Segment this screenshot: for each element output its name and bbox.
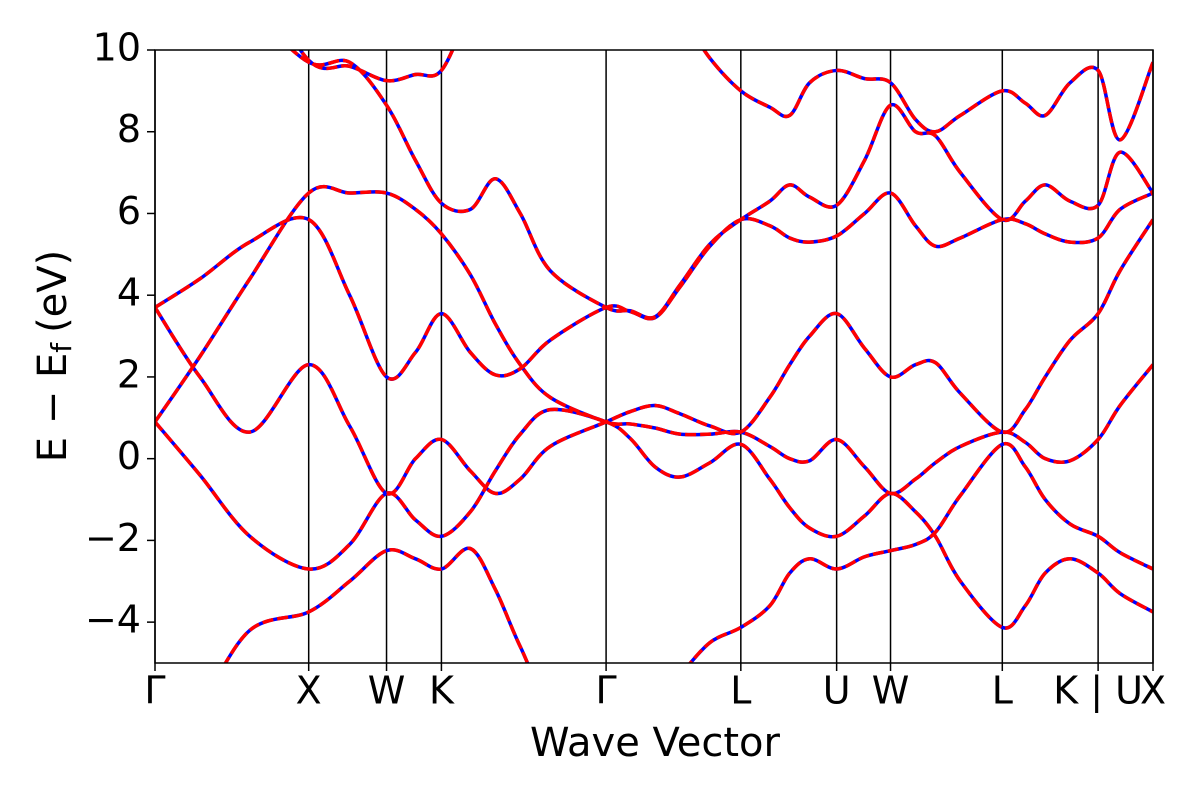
band-line xyxy=(155,184,1153,496)
plot-frame xyxy=(154,49,1154,664)
y-label-main: E − E xyxy=(30,353,76,463)
band-line xyxy=(289,50,1153,320)
band-line xyxy=(155,218,1153,496)
band-line xyxy=(155,218,1153,496)
x-tick-label: W xyxy=(872,669,910,713)
x-tick-label: W xyxy=(368,669,406,713)
x-tick-label: K | U xyxy=(1053,669,1143,714)
band-line xyxy=(298,50,1153,142)
x-tick-label: Γ xyxy=(144,669,165,713)
band-line xyxy=(155,407,1153,630)
y-axis-label: E − Ef (eV) xyxy=(30,250,78,463)
x-tick-label: U xyxy=(823,669,851,713)
band-line xyxy=(289,50,1153,320)
x-tick-label: X xyxy=(1140,669,1166,713)
y-tick-label: 6 xyxy=(117,189,141,233)
y-tick-label: 2 xyxy=(117,352,141,396)
x-axis-label: Wave Vector xyxy=(530,720,781,766)
y-tick-label: −4 xyxy=(85,598,141,642)
band-line xyxy=(155,407,1153,630)
band-line xyxy=(223,441,1153,663)
band-line xyxy=(155,184,1153,496)
x-tick-label: X xyxy=(296,669,322,713)
y-label-unit: (eV) xyxy=(30,250,76,333)
band-line xyxy=(155,191,1153,381)
y-tick-label: 10 xyxy=(93,26,141,70)
y-tick-label: 8 xyxy=(117,107,141,151)
y-tick-label: −2 xyxy=(85,516,141,560)
band-line xyxy=(298,50,1153,142)
x-tick-label: L xyxy=(730,669,751,713)
y-tick-label: 4 xyxy=(117,271,141,315)
x-tick-label: K xyxy=(429,669,455,713)
y-tick-label: 0 xyxy=(117,434,141,478)
x-tick-label: L xyxy=(992,669,1013,713)
bands xyxy=(155,50,1153,663)
x-tick-label: Γ xyxy=(596,669,617,713)
y-label-sub: f xyxy=(45,342,78,353)
